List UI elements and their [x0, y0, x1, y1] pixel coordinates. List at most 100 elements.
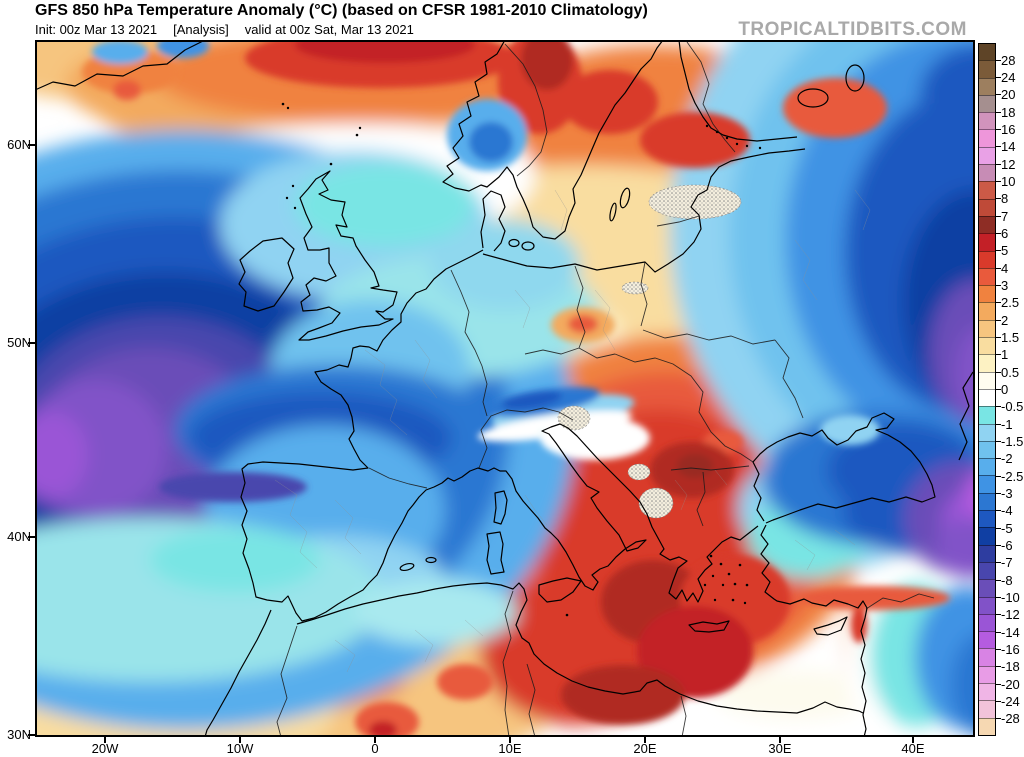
colorbar-band: [979, 164, 995, 181]
colorbar-tick-label: -28: [1001, 711, 1020, 726]
lon-tick-mark: [374, 737, 376, 743]
colorbar-band: [979, 216, 995, 233]
lat-tick-mark: [28, 536, 35, 538]
lat-tick-label: 40N: [1, 529, 31, 544]
colorbar-tick-label: -2: [1001, 451, 1013, 466]
lat-tick-mark: [28, 342, 35, 344]
colorbar-band: [979, 233, 995, 250]
colorbar-tick-label: 18: [1001, 105, 1015, 120]
colorbar-band: [979, 545, 995, 562]
lon-tick-label: 10W: [218, 741, 262, 756]
colorbar-band: [979, 614, 995, 631]
colorbar-tick-label: -7: [1001, 555, 1013, 570]
colorbar-tick-label: -8: [1001, 573, 1013, 588]
colorbar-band: [979, 424, 995, 441]
colorbar-tick-label: -20: [1001, 677, 1020, 692]
colorbar-tick-label: -10: [1001, 590, 1020, 605]
colorbar-band: [979, 527, 995, 544]
colorbar-band: [979, 493, 995, 510]
colorbar-band: [979, 112, 995, 129]
colorbar-band: [979, 579, 995, 596]
colorbar-band: [979, 631, 995, 648]
lat-tick-mark: [28, 734, 35, 736]
colorbar-band: [979, 268, 995, 285]
colorbar-tick-label: -2.5: [1001, 469, 1023, 484]
colorbar-tick-label: 12: [1001, 157, 1015, 172]
colorbar-tick-label: -24: [1001, 694, 1020, 709]
lon-tick-label: 0: [353, 741, 397, 756]
lat-tick-label: 60N: [1, 137, 31, 152]
weather-map-page: GFS 850 hPa Temperature Anomaly (°C) (ba…: [0, 0, 1024, 757]
lat-tick-label: 30N: [1, 727, 31, 742]
colorbar-band: [979, 181, 995, 198]
colorbar-tick-label: -3: [1001, 486, 1013, 501]
lon-tick-label: 20W: [83, 741, 127, 756]
colorbar-tick-label: 3: [1001, 278, 1008, 293]
lon-tick-mark: [104, 737, 106, 743]
colorbar-tick-label: 5: [1001, 243, 1008, 258]
colorbar-band: [979, 199, 995, 216]
colorbar-tick-label: 6: [1001, 226, 1008, 241]
colorbar-band: [979, 337, 995, 354]
colorbar-tick-label: -18: [1001, 659, 1020, 674]
colorbar-band: [979, 302, 995, 319]
colorbar-band: [979, 458, 995, 475]
colorbar-tick-label: 2: [1001, 313, 1008, 328]
colorbar-tick-label: 0.5: [1001, 365, 1019, 380]
colorbar-band: [979, 510, 995, 527]
colorbar-tick-label: 28: [1001, 53, 1015, 68]
colorbar-band: [979, 648, 995, 665]
colorbar-tick-label: 14: [1001, 139, 1015, 154]
colorbar-band: [979, 78, 995, 95]
colorbar-band: [979, 129, 995, 146]
colorbar-band: [979, 562, 995, 579]
colorbar-tick-label: -16: [1001, 642, 1020, 657]
colorbar-tick-label: -6: [1001, 538, 1013, 553]
colorbar-band: [979, 147, 995, 164]
colorbar-tick-label: -14: [1001, 625, 1020, 640]
colorbar-band: [979, 354, 995, 371]
lon-tick-mark: [644, 737, 646, 743]
colorbar-tick-label: 4: [1001, 261, 1008, 276]
colorbar-band: [979, 475, 995, 492]
lat-tick-label: 50N: [1, 335, 31, 350]
colorbar-band: [979, 320, 995, 337]
lon-tick-mark: [509, 737, 511, 743]
anomaly-map-svg: [35, 40, 975, 737]
colorbar-band: [979, 95, 995, 112]
colorbar-tick-label: 0: [1001, 382, 1008, 397]
colorbar-band: [979, 683, 995, 700]
colorbar-tick-label: -4: [1001, 503, 1013, 518]
init-valid-line: Init: 00z Mar 13 2021[Analysis]valid at …: [35, 22, 430, 37]
colorbar-tick-label: 1.5: [1001, 330, 1019, 345]
lon-tick-mark: [912, 737, 914, 743]
valid-time: valid at 00z Sat, Mar 13 2021: [245, 22, 414, 37]
colorbar-tick-label: 24: [1001, 70, 1015, 85]
colorbar-band: [979, 406, 995, 423]
lat-tick-mark: [28, 144, 35, 146]
colorbar-band: [979, 285, 995, 302]
colorbar-tick-label: -0.5: [1001, 399, 1023, 414]
colorbar-tick-label: 20: [1001, 87, 1015, 102]
colorbar-band: [979, 666, 995, 683]
map-canvas: [35, 40, 975, 737]
colorbar-band: [979, 372, 995, 389]
colorbar-band: [979, 251, 995, 268]
page-title: GFS 850 hPa Temperature Anomaly (°C) (ba…: [35, 2, 648, 20]
lon-tick-label: 30E: [758, 741, 802, 756]
colorbar-tick-label: -1: [1001, 417, 1013, 432]
init-time: Init: 00z Mar 13 2021: [35, 22, 157, 37]
colorbar-band: [979, 718, 995, 735]
lon-tick-label: 40E: [891, 741, 935, 756]
colorbar-tick-label: 1: [1001, 347, 1008, 362]
colorbar-tick-label: 2.5: [1001, 295, 1019, 310]
lon-tick-mark: [239, 737, 241, 743]
colorbar-tick-label: 7: [1001, 209, 1008, 224]
colorbar-band: [979, 60, 995, 77]
lon-tick-mark: [779, 737, 781, 743]
colorbar-tick-label: -1.5: [1001, 434, 1023, 449]
colorbar-band: [979, 597, 995, 614]
lon-tick-label: 10E: [488, 741, 532, 756]
colorbar-tick-label: -5: [1001, 521, 1013, 536]
colorbar-tick-label: 8: [1001, 191, 1008, 206]
